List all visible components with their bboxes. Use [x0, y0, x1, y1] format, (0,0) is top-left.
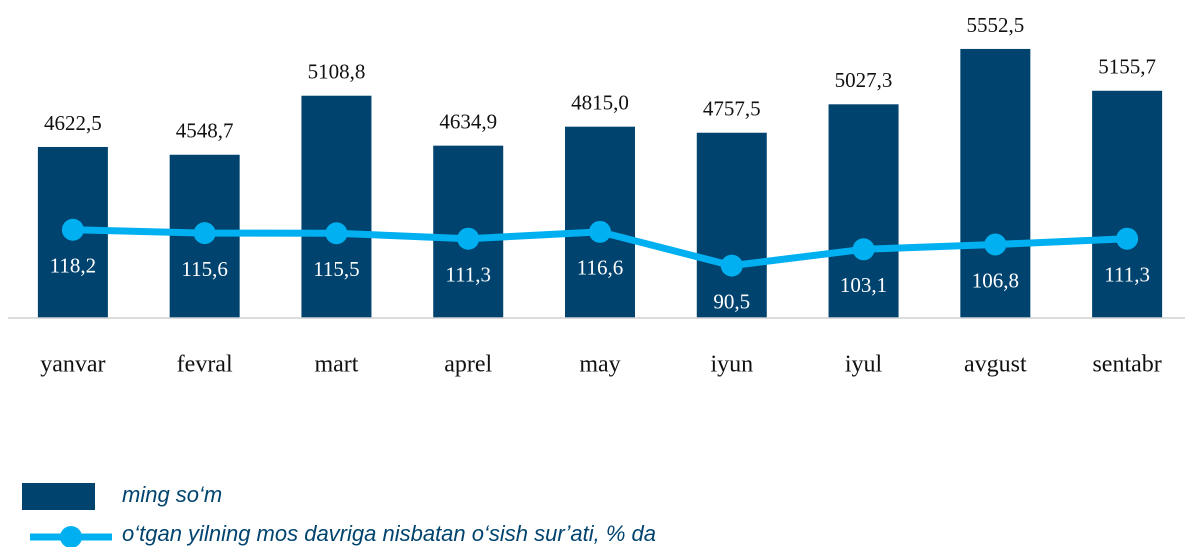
bar-value-label: 5155,7 [1098, 55, 1156, 79]
line-value-label: 111,3 [1104, 263, 1150, 287]
bar-value-label: 4815,0 [571, 90, 629, 114]
line-point [984, 233, 1007, 256]
x-tick-label: sentabr [1092, 352, 1161, 378]
x-tick-label: mart [314, 352, 358, 378]
bar-value-label: 5552,5 [966, 13, 1024, 37]
bar [828, 104, 899, 319]
x-tick-label: aprel [444, 352, 492, 378]
bar [696, 132, 767, 318]
line-point [193, 222, 216, 245]
bar-value-label: 4757,5 [703, 97, 761, 121]
line-value-label: 106,8 [972, 268, 1019, 292]
bar [301, 95, 372, 318]
x-tick-label: may [579, 352, 620, 378]
line-point [589, 220, 611, 243]
line-point [720, 254, 743, 277]
legend-marker [60, 526, 82, 547]
x-tick-label: iyul [845, 352, 883, 378]
x-tick-label: fevral [177, 352, 233, 378]
line-value-label: 116,6 [577, 256, 623, 280]
line-point [852, 238, 875, 261]
legend-label: o‘tgan yilning mos davriga nisbatan o‘si… [122, 521, 656, 546]
line-point [1116, 227, 1139, 250]
x-tick-label: avgust [964, 352, 1027, 378]
line-value-label: 118,2 [50, 254, 96, 278]
legend-swatch [22, 483, 95, 510]
line-value-label: 103,1 [840, 273, 887, 297]
line-value-label: 115,6 [181, 257, 227, 281]
line-value-label: 111,3 [445, 263, 491, 287]
bar-value-label: 4548,7 [176, 119, 234, 143]
line-point [457, 227, 480, 250]
bar [1092, 90, 1163, 318]
line-value-label: 90,5 [713, 289, 750, 313]
bar-value-label: 5108,8 [308, 60, 366, 84]
bar-value-label: 5027,3 [835, 68, 893, 92]
legend-label: ming so‘m [122, 482, 222, 507]
line-point [325, 222, 348, 245]
line-value-label: 115,5 [313, 257, 359, 281]
bar [960, 48, 1031, 318]
x-tick-label: iyun [710, 352, 753, 378]
bar-value-label: 4634,9 [439, 109, 497, 133]
x-tick-label: yanvar [40, 352, 105, 378]
bar-value-label: 4622,5 [44, 111, 102, 135]
line-point [61, 218, 84, 241]
